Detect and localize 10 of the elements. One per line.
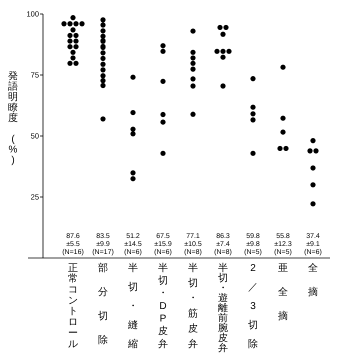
x-tick-label: 半切・縫縮 [128, 262, 138, 350]
x-tick-label: 亜全摘 [278, 262, 288, 322]
x-tick-label: 半切・遊離前腕皮弁 [218, 262, 228, 354]
x-tick-label: 全摘 [308, 262, 318, 298]
x-tick-label: 半切・DP皮弁 [158, 262, 168, 350]
x-tick-label: 2／3切除 [248, 262, 258, 350]
x-tick-label: 部分切除 [98, 262, 108, 346]
y-axis-title: 発語明瞭度 (%) [8, 70, 18, 166]
x-tick-label: 正常コントロール [68, 262, 78, 350]
x-tick-label: 半切・筋皮弁 [188, 262, 198, 350]
